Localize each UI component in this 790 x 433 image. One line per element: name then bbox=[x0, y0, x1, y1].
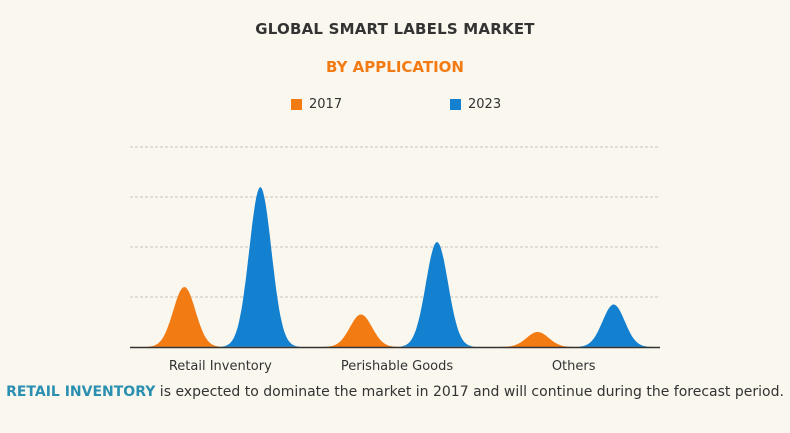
peak-2017-retail-inventory bbox=[144, 287, 225, 347]
legend-item-2023: 2023 bbox=[450, 97, 501, 112]
chart-title: GLOBAL SMART LABELS MARKET bbox=[255, 20, 535, 38]
peak-2023-perishable-goods bbox=[397, 242, 477, 347]
caption-text: is expected to dominate the market in 20… bbox=[155, 384, 784, 400]
caption-highlight: RETAIL INVENTORY bbox=[6, 384, 156, 400]
peak-2017-perishable-goods bbox=[321, 314, 401, 347]
x-tick-label: Others bbox=[552, 359, 596, 374]
x-tick-label: Perishable Goods bbox=[341, 359, 454, 374]
legend-swatch-2023 bbox=[450, 99, 461, 110]
legend-item-2017: 2017 bbox=[291, 97, 342, 112]
peak-2023-others bbox=[573, 304, 654, 347]
chart-caption: RETAIL INVENTORY is expected to dominate… bbox=[0, 382, 790, 402]
x-tick-label: Retail Inventory bbox=[169, 359, 272, 374]
peak-2017-others bbox=[497, 332, 578, 347]
legend-swatch-2017 bbox=[291, 99, 302, 110]
legend-label-2023: 2023 bbox=[468, 97, 502, 112]
chart-subtitle: BY APPLICATION bbox=[325, 58, 464, 76]
peak-2023-retail-inventory bbox=[220, 187, 301, 347]
legend-label-2017: 2017 bbox=[309, 97, 343, 112]
